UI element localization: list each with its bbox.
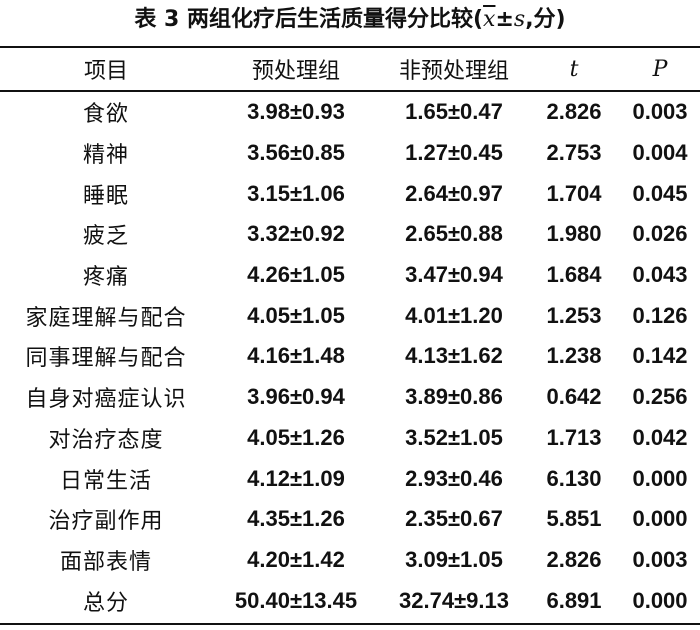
cell-t: 6.891 <box>546 587 602 613</box>
header-p: P <box>652 56 668 82</box>
cell-non-pre-group: 1.65±0.47 <box>405 99 503 125</box>
cell-non-pre-group: 32.74±9.13 <box>399 587 509 613</box>
cell-item: 日常生活 <box>59 468 152 494</box>
cell-item: 自身对癌症认识 <box>25 387 187 413</box>
table-row: 对治疗态度 4.05±1.26 3.52±1.05 1.713 0.042 <box>0 418 700 459</box>
cell-t: 2.826 <box>546 546 602 572</box>
cell-item: 睡眠 <box>82 183 129 209</box>
cell-pre-group: 50.40±13.45 <box>234 587 358 613</box>
cell-t: 1.238 <box>546 343 602 369</box>
cell-t: 1.253 <box>546 302 602 328</box>
cell-pre-group: 4.26±1.05 <box>247 262 345 288</box>
cell-p: 0.003 <box>632 99 688 125</box>
cell-item: 疲乏 <box>82 224 129 250</box>
cell-p: 0.003 <box>632 546 688 572</box>
cell-pre-group: 4.12±1.09 <box>247 465 345 491</box>
cell-p: 0.026 <box>632 221 688 247</box>
table-body: 食欲 3.98±0.93 1.65±0.47 2.826 0.003 精神 3.56±0.8… <box>0 92 700 621</box>
table-row: 自身对癌症认识 3.96±0.94 3.89±0.86 0.642 0.256 <box>0 377 700 418</box>
cell-p: 0.142 <box>632 343 688 369</box>
top-rule <box>0 46 700 48</box>
cell-t: 6.130 <box>546 465 602 491</box>
cell-non-pre-group: 3.89±0.86 <box>405 384 503 410</box>
cell-non-pre-group: 4.13±1.62 <box>405 343 503 369</box>
header-item: 项目 <box>83 59 128 84</box>
cell-pre-group: 4.35±1.26 <box>247 506 345 532</box>
caption-prefix: 表 3 两组化疗后生活质量得分比较( <box>134 7 484 32</box>
cell-t: 1.980 <box>546 221 602 247</box>
cell-item: 总分 <box>82 590 129 616</box>
table-row: 家庭理解与配合 4.05±1.05 4.01±1.20 1.253 0.126 <box>0 295 700 336</box>
cell-p: 0.000 <box>632 587 688 613</box>
cell-p: 0.045 <box>632 180 688 206</box>
cell-pre-group: 4.16±1.48 <box>247 343 345 369</box>
cell-non-pre-group: 2.65±0.88 <box>405 221 503 247</box>
cell-non-pre-group: 2.64±0.97 <box>405 180 503 206</box>
table-row: 疲乏 3.32±0.92 2.65±0.88 1.980 0.026 <box>0 214 700 255</box>
caption-pm: ± <box>495 7 514 32</box>
cell-t: 0.642 <box>546 384 602 410</box>
cell-item: 疼痛 <box>82 265 129 291</box>
cell-pre-group: 4.20±1.42 <box>247 546 345 572</box>
cell-t: 5.851 <box>546 506 602 532</box>
header-row: 项目 预处理组 非预处理组 t P <box>0 48 700 90</box>
cell-non-pre-group: 1.27±0.45 <box>405 140 503 166</box>
cell-p: 0.000 <box>632 465 688 491</box>
cell-p: 0.043 <box>632 262 688 288</box>
table-row: 总分 50.40±13.45 32.74±9.13 6.891 0.000 <box>0 580 700 621</box>
cell-t: 2.826 <box>546 99 602 125</box>
header-pre-group: 预处理组 <box>251 59 340 84</box>
cell-t: 2.753 <box>546 140 602 166</box>
table-caption: 表 3 两组化疗后生活质量得分比较(x±s,分) <box>0 6 700 34</box>
cell-p: 0.042 <box>632 424 688 450</box>
cell-pre-group: 3.98±0.93 <box>247 99 345 125</box>
cell-t: 1.684 <box>546 262 602 288</box>
header-t: t <box>569 56 579 82</box>
cell-non-pre-group: 3.47±0.94 <box>405 262 503 288</box>
cell-t: 1.713 <box>546 424 602 450</box>
table-row: 食欲 3.98±0.93 1.65±0.47 2.826 0.003 <box>0 92 700 133</box>
cell-non-pre-group: 2.35±0.67 <box>405 506 503 532</box>
cell-pre-group: 3.96±0.94 <box>247 384 345 410</box>
cell-pre-group: 4.05±1.26 <box>247 424 345 450</box>
table-row: 睡眠 3.15±1.06 2.64±0.97 1.704 0.045 <box>0 173 700 214</box>
cell-non-pre-group: 4.01±1.20 <box>405 302 503 328</box>
cell-item: 家庭理解与配合 <box>25 305 187 331</box>
table-row: 面部表情 4.20±1.42 3.09±1.05 2.826 0.003 <box>0 540 700 581</box>
cell-p: 0.000 <box>632 506 688 532</box>
cell-p: 0.004 <box>632 140 688 166</box>
header-non-pre-group: 非预处理组 <box>398 59 509 84</box>
cell-pre-group: 3.15±1.06 <box>247 180 345 206</box>
cell-item: 治疗副作用 <box>48 509 164 535</box>
cell-item: 对治疗态度 <box>48 427 164 453</box>
cell-item: 精神 <box>82 143 129 169</box>
cell-item: 面部表情 <box>59 549 152 575</box>
table-header: 项目 预处理组 非预处理组 t P <box>0 48 700 90</box>
header-rule <box>0 90 700 92</box>
cell-pre-group: 4.05±1.05 <box>247 302 345 328</box>
cell-item: 食欲 <box>82 102 129 128</box>
caption-x-symbol: x <box>483 7 496 32</box>
cell-p: 0.126 <box>632 302 688 328</box>
cell-non-pre-group: 2.93±0.46 <box>405 465 503 491</box>
table-row: 疼痛 4.26±1.05 3.47±0.94 1.684 0.043 <box>0 255 700 296</box>
caption-suffix: ,分) <box>525 7 566 32</box>
cell-t: 1.704 <box>546 180 602 206</box>
cell-pre-group: 3.32±0.92 <box>247 221 345 247</box>
table-row: 日常生活 4.12±1.09 2.93±0.46 6.130 0.000 <box>0 458 700 499</box>
cell-item: 同事理解与配合 <box>25 346 187 372</box>
cell-pre-group: 3.56±0.85 <box>247 140 345 166</box>
cell-non-pre-group: 3.09±1.05 <box>405 546 503 572</box>
caption-s-symbol: s <box>513 7 526 32</box>
table-row: 精神 3.56±0.85 1.27±0.45 2.753 0.004 <box>0 133 700 174</box>
cell-p: 0.256 <box>632 384 688 410</box>
cell-non-pre-group: 3.52±1.05 <box>405 424 503 450</box>
bottom-rule <box>0 623 700 625</box>
table-row: 同事理解与配合 4.16±1.48 4.13±1.62 1.238 0.142 <box>0 336 700 377</box>
table-row: 治疗副作用 4.35±1.26 2.35±0.67 5.851 0.000 <box>0 499 700 540</box>
